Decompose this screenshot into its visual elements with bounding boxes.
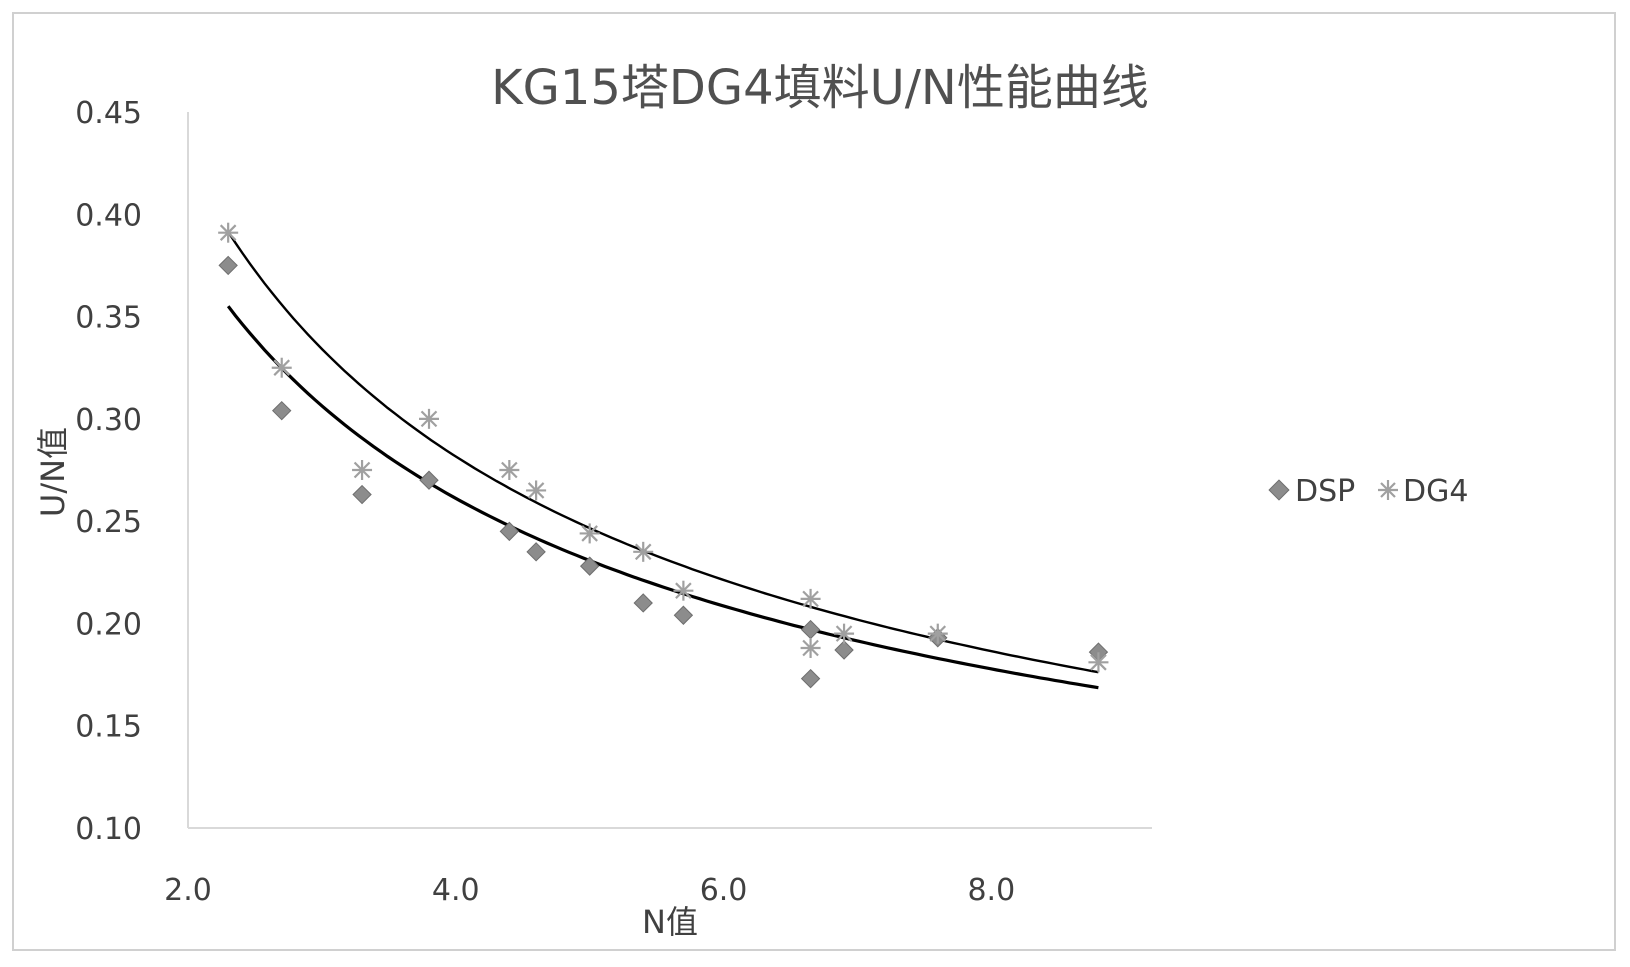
point-dsp: [673, 605, 694, 625]
point-dg4: [218, 222, 239, 243]
point-dsp: [834, 640, 854, 660]
trendlines: [226, 231, 1099, 690]
y-tick-label: 0.30: [75, 403, 142, 438]
y-tick-label: 0.45: [75, 96, 142, 131]
point-dg4: [499, 460, 520, 480]
x-tick-labels: 2.0 4.0 6.0 8.0: [164, 873, 1015, 908]
point-dg4: [834, 623, 855, 644]
trendline-dg4: [227, 231, 1099, 674]
y-tick-label: 0.15: [75, 710, 142, 745]
point-dg4: [673, 580, 694, 601]
point-dg4: [1088, 652, 1109, 673]
point-dsp: [499, 521, 520, 542]
point-dg4: [352, 460, 373, 480]
point-dsp: [526, 542, 546, 562]
point-dg4: [271, 357, 292, 378]
y-tick-label: 0.20: [75, 607, 142, 642]
legend: DSP DG4: [1268, 474, 1468, 509]
point-dsp: [419, 470, 439, 490]
point-dsp: [352, 484, 372, 505]
chart-frame: [12, 12, 1616, 951]
point-dsp: [800, 619, 821, 640]
x-tick-label: 2.0: [164, 873, 212, 908]
x-tick-label: 4.0: [432, 873, 480, 908]
legend-marker-dg4: [1378, 480, 1398, 500]
x-tick-label: 8.0: [967, 873, 1015, 908]
legend-item-dsp: DSP: [1268, 474, 1355, 509]
y-tick-label: 0.10: [75, 812, 142, 847]
trendline-dsp: [226, 305, 1099, 690]
y-tick-labels: 0.10 0.15 0.20 0.25 0.30 0.35 0.40 0.45: [75, 96, 142, 847]
point-dg4: [579, 523, 600, 544]
y-tick-label: 0.40: [75, 198, 142, 233]
point-dsp: [272, 400, 292, 421]
point-dg4: [800, 588, 821, 609]
point-dsp: [579, 556, 600, 576]
y-axis-title: U/N值: [34, 427, 72, 517]
x-axis-title: N值: [642, 903, 698, 941]
point-dg4: [526, 480, 547, 501]
point-dg4: [800, 637, 821, 658]
point-dsp: [633, 593, 653, 613]
legend-label-dsp: DSP: [1295, 474, 1355, 509]
y-tick-label: 0.35: [75, 301, 142, 336]
point-dg4: [633, 541, 654, 562]
point-dsp: [218, 255, 238, 276]
point-dg4: [419, 408, 439, 429]
data-points: [218, 222, 1109, 689]
x-tick-label: 6.0: [700, 873, 748, 908]
legend-marker-dsp: [1268, 479, 1290, 501]
legend-item-dg4: DG4: [1378, 474, 1468, 509]
point-dg4: [927, 623, 948, 644]
y-tick-label: 0.25: [75, 505, 142, 540]
legend-label-dg4: DG4: [1403, 474, 1468, 509]
chart-title: KG15塔DG4填料U/N性能曲线: [491, 60, 1149, 116]
point-dsp: [800, 668, 821, 689]
